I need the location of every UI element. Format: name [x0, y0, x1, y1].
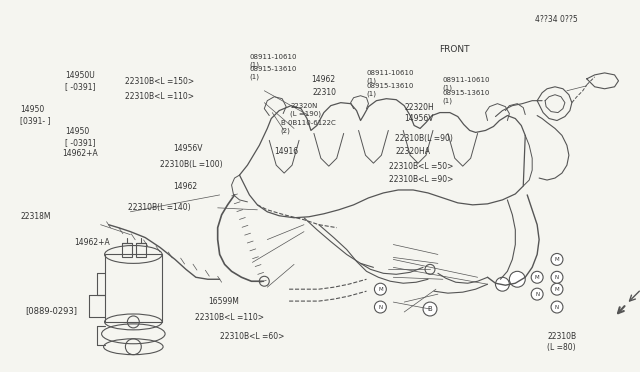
Text: 08911-10610
(1): 08911-10610 (1) — [249, 54, 296, 68]
Text: 14950
[0391- ]: 14950 [0391- ] — [20, 105, 51, 125]
Circle shape — [423, 302, 437, 316]
Text: B: B — [428, 306, 433, 312]
Text: 22320N
(L =190): 22320N (L =190) — [291, 103, 321, 117]
Text: 14950
[ -0391]: 14950 [ -0391] — [65, 127, 95, 147]
Text: 14956V: 14956V — [173, 144, 202, 153]
Text: 22310B
(L =80): 22310B (L =80) — [547, 332, 577, 352]
Text: 22310B<L =150>: 22310B<L =150> — [125, 77, 195, 86]
Text: 22320HA: 22320HA — [395, 147, 430, 156]
Text: 14962+A: 14962+A — [74, 238, 110, 247]
Text: 22310B<L =60>: 22310B<L =60> — [220, 332, 285, 341]
Text: 22310B<L =110>: 22310B<L =110> — [195, 313, 264, 322]
Text: 22310B(L =90): 22310B(L =90) — [395, 134, 453, 143]
Circle shape — [551, 283, 563, 295]
Circle shape — [531, 288, 543, 300]
Text: [0889-0293]: [0889-0293] — [26, 306, 77, 315]
Circle shape — [531, 271, 543, 283]
Text: 08911-10610
(1): 08911-10610 (1) — [367, 70, 414, 84]
Text: 14916: 14916 — [275, 147, 298, 156]
Bar — [104, 254, 162, 322]
Text: 22310: 22310 — [312, 88, 337, 97]
Text: 22310B(L =100): 22310B(L =100) — [160, 160, 223, 169]
Circle shape — [551, 253, 563, 265]
Bar — [136, 243, 147, 257]
Text: 08915-13610
(1): 08915-13610 (1) — [443, 90, 490, 104]
Text: 22318M: 22318M — [20, 212, 51, 221]
Circle shape — [495, 277, 509, 291]
Text: 22310B<L =110>: 22310B<L =110> — [125, 92, 194, 101]
Circle shape — [374, 283, 387, 295]
Text: 4??34 0??5: 4??34 0??5 — [535, 16, 577, 25]
Circle shape — [509, 271, 525, 287]
Text: 14956V: 14956V — [404, 114, 434, 123]
Text: 08915-13610
(1): 08915-13610 (1) — [249, 66, 296, 80]
Text: 22310B<L =90>: 22310B<L =90> — [388, 175, 453, 184]
Circle shape — [551, 271, 563, 283]
Text: 16599M: 16599M — [208, 297, 239, 306]
Text: 14962: 14962 — [311, 75, 335, 84]
Text: 22310B<L =50>: 22310B<L =50> — [388, 162, 453, 171]
Text: 14962+A: 14962+A — [61, 149, 97, 158]
Text: 22320H: 22320H — [404, 103, 435, 112]
Text: 14962: 14962 — [173, 182, 197, 191]
Text: N: N — [378, 305, 383, 310]
Text: 22310B(L =140): 22310B(L =140) — [129, 203, 191, 212]
Text: M: M — [555, 257, 559, 262]
Text: M: M — [555, 287, 559, 292]
Text: 14950U
[ -0391]: 14950U [ -0391] — [65, 71, 95, 91]
Text: N: N — [555, 305, 559, 310]
Text: N: N — [535, 292, 540, 296]
Text: M: M — [535, 275, 540, 280]
Text: M: M — [378, 287, 383, 292]
Text: 08911-10610
(1): 08911-10610 (1) — [443, 77, 490, 91]
Text: FRONT: FRONT — [440, 45, 470, 54]
Circle shape — [374, 301, 387, 313]
Text: 08915-13610
(1): 08915-13610 (1) — [367, 83, 414, 97]
Text: N: N — [555, 275, 559, 280]
Bar — [122, 243, 132, 257]
Text: B 0B110-6122C
(2): B 0B110-6122C (2) — [281, 119, 335, 134]
Circle shape — [551, 301, 563, 313]
